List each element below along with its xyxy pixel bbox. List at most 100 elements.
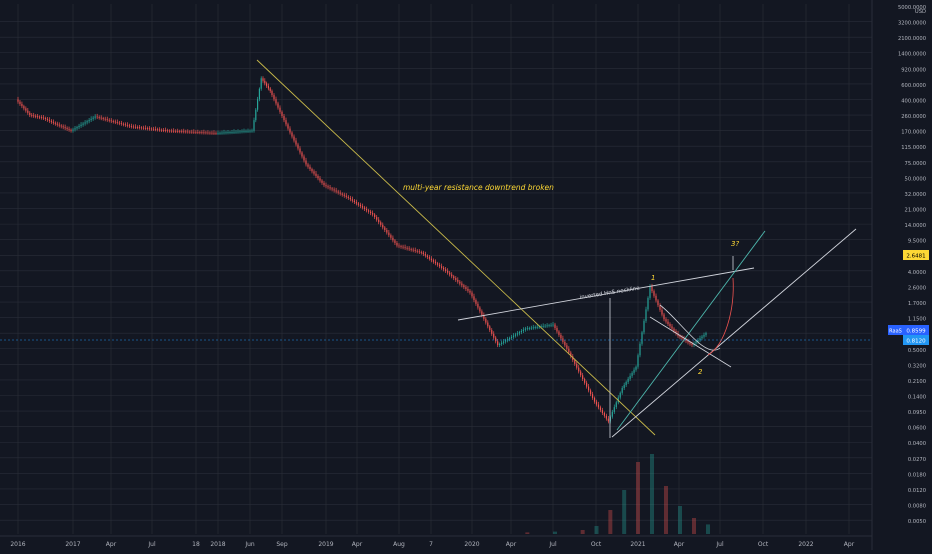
candle-body bbox=[426, 255, 428, 258]
x-tick-label: Sep bbox=[276, 541, 288, 548]
channel-line[interactable] bbox=[616, 230, 766, 431]
candle-body bbox=[514, 334, 517, 336]
candle-body bbox=[269, 88, 271, 91]
y-tick-label: 2100.0000 bbox=[898, 36, 926, 42]
candle-body bbox=[406, 247, 408, 249]
candle-body bbox=[329, 187, 331, 189]
candle-body bbox=[641, 332, 643, 344]
candle-body bbox=[479, 307, 481, 312]
candle-body bbox=[25, 108, 27, 111]
candle-body bbox=[508, 338, 511, 340]
candle-body bbox=[76, 127, 78, 129]
candle-body bbox=[593, 397, 596, 402]
candle-body bbox=[124, 124, 126, 126]
candle-body bbox=[68, 128, 70, 130]
candle-body bbox=[142, 127, 145, 129]
candle-body bbox=[372, 213, 374, 215]
candle-body bbox=[108, 119, 110, 121]
candle-body bbox=[477, 303, 479, 308]
y-tick-label: 0.2100 bbox=[908, 379, 926, 385]
grid bbox=[0, 0, 873, 550]
candle-body bbox=[424, 254, 426, 256]
drawings[interactable] bbox=[256, 59, 857, 438]
candle-body bbox=[483, 315, 485, 319]
y-tick-label: 1.7000 bbox=[908, 301, 926, 307]
candle-body bbox=[653, 291, 655, 296]
y-axis[interactable]: 5000.0000 3200.0000 2100.0000 1400.0000 920.… bbox=[898, 5, 926, 525]
candle-body bbox=[279, 107, 281, 112]
x-tick-label: Oct bbox=[758, 541, 769, 548]
candle-body bbox=[102, 118, 104, 119]
candle-body bbox=[337, 191, 339, 193]
multi-year-resistance-line[interactable] bbox=[256, 59, 656, 436]
y-tick-label: 1.1500 bbox=[908, 317, 926, 323]
y-tick-label: 32.0000 bbox=[905, 192, 926, 198]
annotation-resistance-broken: multi-year resistance downtrend broken bbox=[403, 183, 554, 192]
x-tick-label: Oct bbox=[591, 541, 602, 548]
candle-body bbox=[315, 173, 317, 176]
price-tag-prefix: RaaS bbox=[889, 329, 902, 335]
candle-body bbox=[663, 314, 665, 320]
curve-arrow-1[interactable] bbox=[659, 304, 721, 351]
candle-body bbox=[578, 367, 580, 372]
candle-body bbox=[404, 247, 406, 249]
x-axis[interactable]: 2016 2017 Apr Jul 18 2018 Jun Sep 2019 Apr Aug 7 202… bbox=[10, 541, 854, 548]
candle-body bbox=[552, 324, 554, 326]
price-tag-raas: 0.8599 bbox=[906, 329, 926, 335]
candle-body bbox=[689, 342, 691, 344]
price-tag-last: 2.6481 bbox=[906, 254, 925, 260]
candle-body bbox=[378, 219, 380, 223]
candle-body bbox=[177, 131, 179, 132]
candle-body bbox=[667, 321, 669, 324]
candle-body bbox=[382, 224, 384, 228]
wedge-upper-line[interactable] bbox=[649, 316, 732, 368]
candle-body bbox=[289, 128, 291, 133]
candle-body bbox=[219, 132, 221, 134]
candle-body bbox=[501, 342, 503, 344]
support-line[interactable] bbox=[611, 228, 857, 438]
candle-body bbox=[347, 196, 349, 198]
candle-body bbox=[90, 118, 92, 121]
x-tick-label: Jul bbox=[548, 541, 557, 548]
y-tick-label: 0.0950 bbox=[908, 410, 926, 416]
candle-body bbox=[120, 123, 122, 125]
neckline-line[interactable] bbox=[457, 267, 755, 321]
candle-body bbox=[331, 188, 333, 190]
volume-bar bbox=[706, 524, 710, 534]
y-tick-label: 0.0600 bbox=[908, 426, 926, 432]
candle-body bbox=[161, 129, 163, 131]
candle-body bbox=[542, 326, 544, 327]
candle-body bbox=[459, 281, 461, 284]
candle-body bbox=[148, 128, 151, 130]
candle-body bbox=[564, 341, 566, 346]
candle-body bbox=[154, 129, 157, 130]
candle-body bbox=[512, 335, 515, 337]
x-tick-label: Aug bbox=[393, 541, 405, 548]
y-tick-label: 0.1400 bbox=[908, 395, 926, 401]
candle-body bbox=[414, 250, 416, 252]
x-tick-label: Jul bbox=[715, 541, 724, 548]
candle-body bbox=[150, 128, 153, 130]
candle-body bbox=[112, 120, 114, 122]
candle-body bbox=[144, 127, 147, 129]
candle-body bbox=[384, 227, 386, 230]
candle-body bbox=[287, 124, 289, 129]
candle-body bbox=[357, 203, 360, 205]
candle-body bbox=[582, 375, 584, 380]
x-tick-label: 2021 bbox=[630, 541, 645, 548]
candle-body bbox=[471, 292, 473, 297]
candle-body bbox=[591, 394, 594, 398]
candle-body bbox=[376, 217, 378, 220]
y-tick-label: 75.0000 bbox=[905, 161, 926, 167]
candle-body bbox=[400, 246, 402, 247]
candle-body bbox=[522, 329, 524, 331]
curve-arrow-2[interactable] bbox=[707, 277, 734, 356]
x-tick-label: 2016 bbox=[10, 541, 25, 548]
candle-body bbox=[19, 101, 21, 104]
candle-body bbox=[277, 103, 279, 108]
candle-body bbox=[607, 418, 609, 422]
candle-body bbox=[267, 85, 269, 89]
candle-body bbox=[251, 130, 253, 132]
